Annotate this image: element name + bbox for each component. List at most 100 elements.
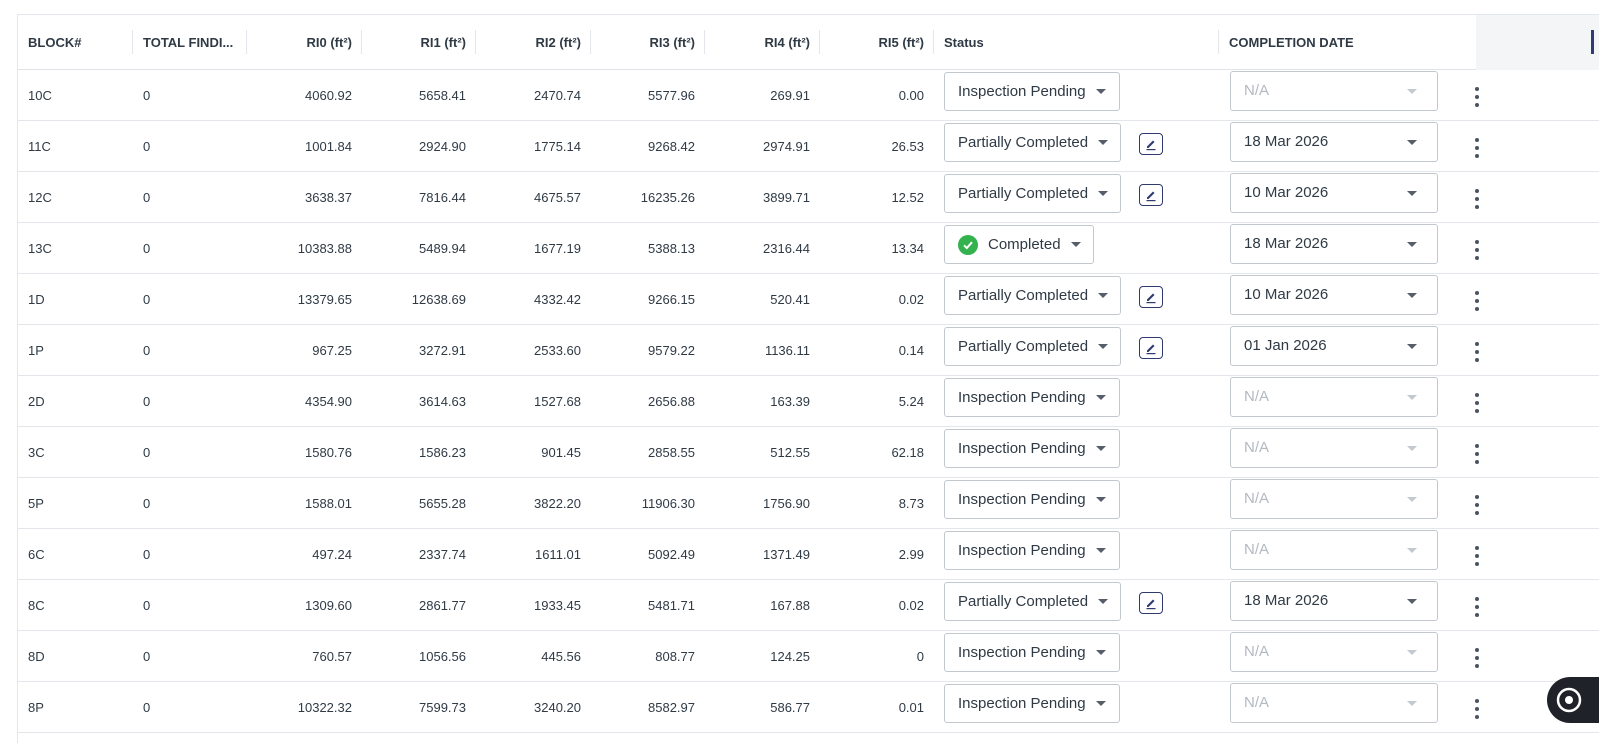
cell-ri1: 7816.44 (419, 190, 466, 205)
cell-total: 0 (143, 547, 151, 562)
table-row[interactable]: 8C 0 1309.60 2861.77 1933.45 5481.71 167.88 0.0… (18, 580, 1599, 631)
table-row[interactable]: 5P 0 1588.01 5655.28 3822.20 11906.30 1756.90 8… (18, 478, 1599, 529)
status-dropdown[interactable]: Partially Completed (944, 582, 1121, 621)
cell-ri1: 5658.41 (419, 88, 466, 103)
more-vertical-icon[interactable] (1472, 189, 1482, 209)
table-row[interactable]: 8P 0 10322.32 7599.73 3240.20 8582.97 586.77 0.… (18, 682, 1599, 733)
more-vertical-icon[interactable] (1472, 291, 1482, 311)
cell-total: 0 (143, 445, 151, 460)
more-vertical-icon[interactable] (1472, 240, 1482, 260)
table-row[interactable]: 1P 0 967.25 3272.91 2533.60 9579.22 1136.11 0.1… (18, 325, 1599, 376)
col-header-ri1[interactable]: RI1 (ft²) (362, 15, 476, 70)
table-row[interactable]: 11C 0 1001.84 2924.90 1775.14 9268.42 2974.91 2… (18, 121, 1599, 172)
cell-ri0: 4060.92 (305, 88, 352, 103)
table-row[interactable]: 10C 0 4060.92 5658.41 2470.74 5577.96 269.91 0.… (18, 70, 1599, 121)
cell-ri0: 10383.88 (297, 241, 352, 256)
column-resize-handle[interactable] (1591, 30, 1594, 54)
status-dropdown[interactable]: Partially Completed (944, 327, 1121, 366)
status-label: Partially Completed (958, 593, 1089, 610)
cell-ri2: 1933.45 (534, 598, 581, 613)
col-header-status[interactable]: Status (934, 15, 1219, 70)
status-dropdown[interactable]: Partially Completed (944, 174, 1121, 213)
status-dropdown[interactable]: Inspection Pending (944, 378, 1120, 417)
chevron-down-icon (1407, 395, 1417, 400)
more-vertical-icon[interactable] (1472, 546, 1482, 566)
cell-ri2: 4675.57 (534, 190, 581, 205)
more-vertical-icon[interactable] (1472, 87, 1482, 107)
cell-total: 0 (143, 292, 151, 307)
more-vertical-icon[interactable] (1472, 342, 1482, 362)
chevron-down-icon (1407, 650, 1417, 655)
completion-date-value: N/A (1244, 388, 1270, 405)
table-row[interactable]: 6C 0 497.24 2337.74 1611.01 5092.49 1371.49 2.9… (18, 529, 1599, 580)
col-header-completion-date[interactable]: COMPLETION DATE (1229, 35, 1354, 50)
col-header-ri0[interactable]: RI0 (ft²) (247, 15, 362, 70)
chevron-down-icon (1098, 344, 1109, 349)
completion-date-dropdown[interactable]: 18 Mar 2026 (1230, 122, 1438, 162)
col-header-total-findings[interactable]: TOTAL FINDI... (133, 15, 247, 70)
completion-date-dropdown[interactable]: 18 Mar 2026 (1230, 224, 1438, 264)
chat-fab-button[interactable] (1547, 677, 1599, 723)
completion-date-value: 10 Mar 2026 (1244, 184, 1329, 201)
table-row[interactable]: 2D 0 4354.90 3614.63 1527.68 2656.88 163.39 5.2… (18, 376, 1599, 427)
status-dropdown[interactable]: Partially Completed (944, 123, 1121, 162)
cell-ri0: 1588.01 (305, 496, 352, 511)
completion-date-value: N/A (1244, 541, 1270, 558)
completion-date-dropdown[interactable]: 10 Mar 2026 (1230, 173, 1438, 213)
table-row[interactable]: 12C 0 3638.37 7816.44 4675.57 16235.26 3899.71… (18, 172, 1599, 223)
cell-ri1: 3614.63 (419, 394, 466, 409)
completion-date-value: 18 Mar 2026 (1244, 235, 1329, 252)
more-vertical-icon[interactable] (1472, 495, 1482, 515)
cell-ri4: 1371.49 (763, 547, 810, 562)
table-row[interactable]: 8D 0 760.57 1056.56 445.56 808.77 124.25 0 Inspe… (18, 631, 1599, 682)
cell-ri2: 901.45 (541, 445, 581, 460)
status-dropdown[interactable]: Inspection Pending (944, 72, 1120, 111)
edit-icon (1146, 140, 1156, 151)
edit-icon (1146, 599, 1156, 610)
edit-button[interactable] (1139, 286, 1163, 308)
completion-date-dropdown[interactable]: 10 Mar 2026 (1230, 275, 1438, 315)
more-vertical-icon[interactable] (1472, 699, 1482, 719)
status-dropdown[interactable]: Inspection Pending (944, 429, 1120, 468)
col-header-ri4[interactable]: RI4 (ft²) (705, 15, 820, 70)
more-vertical-icon[interactable] (1472, 138, 1482, 158)
table-row[interactable]: 13C 0 10383.88 5489.94 1677.19 5388.13 2316.44… (18, 223, 1599, 274)
cell-block: 12C (28, 190, 52, 205)
edit-button[interactable] (1139, 133, 1163, 155)
cell-ri0: 497.24 (312, 547, 352, 562)
completion-date-dropdown[interactable]: 01 Jan 2026 (1230, 326, 1438, 366)
status-dropdown[interactable]: Completed (944, 225, 1094, 264)
status-dropdown[interactable]: Inspection Pending (944, 480, 1120, 519)
table-row[interactable]: 1D 0 13379.65 12638.69 4332.42 9266.15 520.41 0… (18, 274, 1599, 325)
more-vertical-icon[interactable] (1472, 648, 1482, 668)
status-label: Inspection Pending (958, 389, 1086, 406)
cell-ri3: 8582.97 (648, 700, 695, 715)
edit-button[interactable] (1139, 184, 1163, 206)
edit-button[interactable] (1139, 337, 1163, 359)
status-dropdown[interactable]: Inspection Pending (944, 684, 1120, 723)
cell-ri3: 16235.26 (640, 190, 695, 205)
status-dropdown[interactable]: Partially Completed (944, 276, 1121, 315)
more-vertical-icon[interactable] (1472, 444, 1482, 464)
cell-ri0: 4354.90 (305, 394, 352, 409)
status-label: Partially Completed (958, 287, 1089, 304)
cell-ri5: 8.73 (898, 496, 924, 511)
status-dropdown[interactable]: Inspection Pending (944, 633, 1120, 672)
completion-date-value: N/A (1244, 490, 1270, 507)
cell-ri5: 5.24 (898, 394, 924, 409)
col-header-ri3[interactable]: RI3 (ft²) (591, 15, 705, 70)
status-dropdown[interactable]: Inspection Pending (944, 531, 1120, 570)
edit-button[interactable] (1139, 592, 1163, 614)
cell-ri3: 5092.49 (648, 547, 695, 562)
more-vertical-icon[interactable] (1472, 393, 1482, 413)
cell-ri4: 512.55 (770, 445, 810, 460)
col-header-block[interactable]: BLOCK# (18, 15, 133, 70)
completion-date-value: 01 Jan 2026 (1244, 337, 1327, 354)
col-header-ri5[interactable]: RI5 (ft²) (820, 15, 934, 70)
completion-date-dropdown[interactable]: 18 Mar 2026 (1230, 581, 1438, 621)
more-vertical-icon[interactable] (1472, 597, 1482, 617)
col-header-ri2[interactable]: RI2 (ft²) (476, 15, 591, 70)
cell-block: 8D (28, 649, 45, 664)
table-row[interactable]: 3C 0 1580.76 1586.23 901.45 2858.55 512.55 62.1… (18, 427, 1599, 478)
cell-ri1: 2861.77 (419, 598, 466, 613)
